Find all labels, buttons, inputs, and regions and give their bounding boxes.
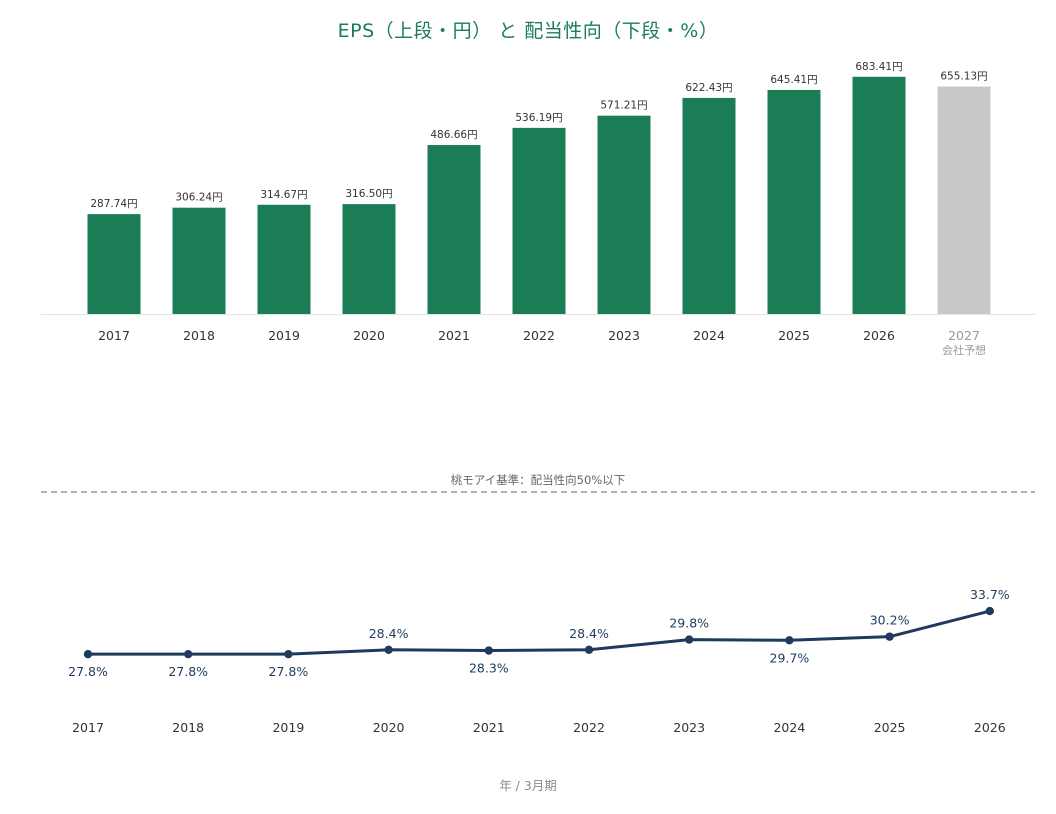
payout-x-tick-label: 2025 (874, 720, 906, 735)
eps-bar (597, 115, 651, 314)
payout-x-tick-label: 2024 (773, 720, 805, 735)
payout-x-tick-label: 2020 (373, 720, 405, 735)
payout-x-tick-label: 2018 (172, 720, 204, 735)
eps-bar (512, 127, 566, 314)
payout-value-label: 29.8% (669, 616, 709, 631)
eps-value-label: 571.21円 (600, 100, 647, 112)
payout-value-label: 29.7% (770, 650, 810, 665)
eps-bar (767, 89, 821, 314)
payout-value-label: 27.8% (168, 664, 208, 679)
eps-value-label: 655.13円 (940, 71, 987, 83)
payout-point (284, 649, 293, 659)
eps-bar (852, 76, 906, 315)
eps-bar (257, 204, 311, 314)
payout-point (384, 645, 393, 654)
eps-x-tick-label: 2027 (948, 328, 980, 343)
eps-bar-forecast (937, 86, 991, 315)
reference-line-label: 桃モアイ基準：配当性向50%以下 (451, 473, 625, 487)
payout-point (985, 606, 994, 616)
payout-point (484, 646, 493, 655)
eps-bar (172, 207, 226, 314)
payout-ratio-line (88, 609, 991, 656)
eps-value-label: 622.43円 (685, 82, 732, 94)
eps-value-label: 314.67円 (260, 189, 307, 201)
eps-bar-chart: 287.74円 2017 306.24円 2018 314.67円 2019 316.50円… (41, 61, 1035, 357)
eps-value-label: 306.24円 (175, 192, 222, 204)
eps-x-tick-label: 2017 (98, 328, 130, 343)
eps-x-tick-label: 2019 (268, 328, 300, 343)
payout-point (785, 636, 794, 645)
payout-x-tick-label: 2023 (673, 720, 705, 735)
payout-x-tick-label: 2026 (974, 720, 1006, 735)
x-axis-footer-label: 年 / 3月期 (499, 778, 557, 793)
eps-value-label: 645.41円 (770, 74, 817, 86)
payout-value-label: 28.4% (569, 626, 609, 641)
eps-value-label: 316.50円 (345, 188, 392, 200)
eps-x-tick-label: 2022 (523, 328, 555, 343)
payout-x-tick-label: 2021 (473, 720, 505, 735)
payout-point (584, 645, 594, 654)
eps-x-tick-label: 2025 (778, 328, 810, 343)
payout-value-label: 30.2% (870, 613, 910, 628)
payout-x-tick-label: 2022 (573, 720, 605, 735)
eps-bar (682, 97, 736, 314)
payout-value-label: 27.8% (68, 664, 108, 679)
payout-value-label: 33.7% (970, 587, 1010, 602)
eps-x-tick-label: 2020 (353, 328, 385, 343)
payout-x-tick-label: 2019 (272, 720, 304, 735)
payout-point (184, 649, 193, 659)
payout-value-label: 28.4% (369, 626, 409, 641)
eps-x-tick-label: 2026 (863, 328, 895, 343)
payout-point (83, 649, 93, 659)
payout-ratio-line-chart: 桃モアイ基準：配当性向50%以下 27.8% 2017 27.8% 2018 27.8% 2… (41, 473, 1035, 735)
payout-value-label: 27.8% (269, 664, 309, 679)
chart-title: EPS（上段・円） と 配当性向（下段・%） (337, 20, 719, 42)
eps-bar (342, 204, 396, 314)
eps-value-label: 536.19円 (515, 112, 562, 124)
eps-bar (427, 145, 481, 314)
eps-bar (87, 214, 141, 314)
payout-point (685, 635, 694, 644)
eps-value-label: 287.74円 (90, 198, 137, 210)
eps-value-label: 486.66円 (430, 129, 477, 141)
eps-x-tick-label: 2023 (608, 328, 640, 343)
eps-value-label: 683.41円 (855, 61, 902, 73)
payout-value-label: 28.3% (469, 661, 509, 676)
eps-forecast-note: 会社予想 (942, 343, 986, 357)
payout-x-tick-label: 2017 (72, 720, 104, 735)
eps-x-tick-label: 2018 (183, 328, 215, 343)
eps-x-tick-label: 2021 (438, 328, 470, 343)
payout-point (885, 632, 894, 641)
eps-x-tick-label: 2024 (693, 328, 725, 343)
